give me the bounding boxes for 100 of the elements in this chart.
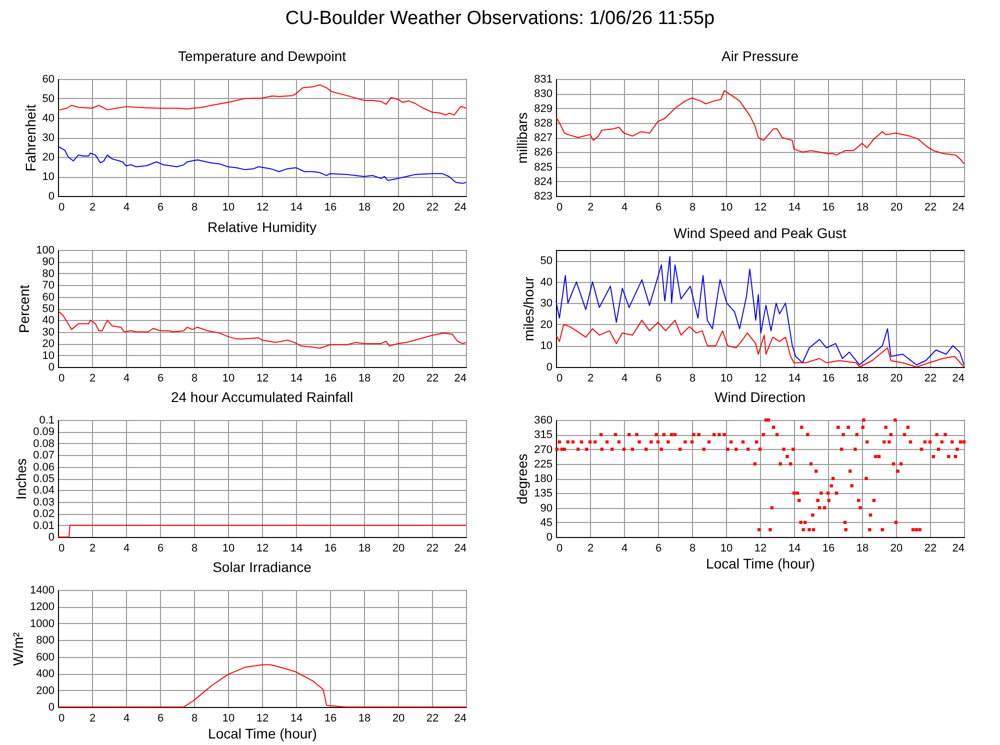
x-tick-label: 10	[720, 372, 733, 384]
y-tick-label: 90	[540, 502, 552, 514]
line-series	[58, 84, 466, 116]
x-axis-title: Local Time (hour)	[706, 556, 815, 572]
y-tick-label: 600	[36, 651, 54, 664]
y-tick-label: 10	[42, 350, 54, 362]
y-tick-label: 0.06	[33, 461, 54, 474]
y-tick-label: 45	[540, 516, 552, 529]
x-tick-label: 4	[123, 202, 130, 214]
x-tick-label: 2	[587, 542, 594, 554]
x-tick-label: 20	[890, 202, 903, 214]
x-tick-label: 24	[952, 372, 964, 384]
y-tick-label: 80	[42, 268, 54, 280]
y-tick-label: 50	[42, 303, 54, 315]
x-axis-title: Local Time (hour)	[208, 726, 317, 742]
x-tick-label: 10	[222, 542, 235, 554]
y-tick-label: 825	[534, 161, 552, 174]
y-tick-label: 0	[48, 532, 54, 544]
y-tick-label: 30	[540, 298, 552, 310]
x-tick-label: 10	[222, 372, 235, 384]
x-tick-label: 4	[621, 202, 628, 214]
y-tick-label: 0.07	[33, 450, 54, 462]
y-axis-title: Fahrenheit	[22, 104, 38, 172]
x-tick-label: 24	[454, 712, 466, 724]
x-tick-label: 6	[157, 712, 164, 724]
x-tick-label: 14	[290, 712, 303, 724]
chart-title: Relative Humidity	[208, 219, 316, 235]
y-axis-title: millibars	[514, 112, 530, 164]
x-tick-label: 18	[358, 202, 371, 214]
y-tick-label: 30	[42, 326, 54, 338]
x-tick-label: 22	[426, 712, 439, 724]
y-tick-label: 827	[534, 132, 552, 144]
x-tick-label: 24	[454, 372, 466, 384]
line-series	[556, 90, 964, 164]
x-tick-label: 4	[123, 712, 130, 724]
y-tick-label: 826	[534, 146, 552, 159]
y-tick-label: 315	[534, 429, 552, 442]
y-tick-label: 0	[48, 362, 54, 374]
x-tick-label: 4	[621, 372, 628, 384]
x-tick-label: 0	[58, 712, 65, 724]
y-tick-label: 40	[42, 112, 54, 124]
x-tick-label: 16	[324, 542, 337, 554]
x-tick-label: 6	[157, 202, 164, 214]
y-tick-label: 40	[540, 276, 552, 288]
y-tick-label: 50	[42, 93, 54, 105]
x-tick-label: 20	[890, 372, 903, 384]
x-tick-label: 10	[720, 542, 733, 554]
x-tick-label: 6	[157, 542, 164, 554]
x-tick-label: 6	[655, 542, 662, 554]
x-tick-label: 8	[689, 542, 696, 554]
x-tick-label: 0	[556, 202, 563, 214]
y-axis-title: W/m²	[10, 632, 26, 666]
y-tick-label: 40	[42, 314, 54, 327]
x-tick-label: 4	[621, 542, 628, 554]
y-tick-label: 0.01	[33, 520, 54, 532]
x-tick-label: 8	[191, 542, 198, 554]
x-tick-label: 22	[426, 202, 439, 214]
x-tick-label: 0	[58, 542, 65, 554]
x-tick-label: 18	[358, 372, 371, 384]
x-tick-label: 4	[123, 542, 130, 554]
x-tick-label: 14	[290, 372, 303, 384]
x-tick-label: 12	[754, 372, 767, 384]
x-tick-label: 0	[58, 372, 65, 384]
x-tick-label: 18	[856, 202, 869, 214]
y-tick-label: 1000	[30, 618, 54, 630]
y-tick-label: 50	[540, 255, 552, 268]
x-tick-label: 10	[720, 202, 733, 214]
x-tick-label: 6	[157, 372, 164, 384]
y-tick-label: 0.09	[33, 426, 54, 438]
y-tick-label: 0.1	[39, 414, 54, 426]
x-tick-label: 2	[587, 372, 594, 384]
y-tick-label: 800	[36, 634, 54, 647]
x-tick-label: 2	[89, 372, 96, 384]
x-tick-label: 16	[822, 542, 835, 554]
y-tick-label: 200	[36, 684, 54, 697]
y-tick-label: 60	[42, 74, 54, 86]
y-tick-label: 20	[42, 338, 54, 350]
x-tick-label: 0	[556, 372, 563, 384]
y-tick-label: 60	[42, 291, 54, 304]
x-tick-label: 22	[924, 542, 937, 554]
y-tick-label: 0.02	[33, 508, 54, 520]
x-tick-label: 20	[392, 542, 405, 554]
x-tick-label: 14	[788, 202, 801, 214]
y-tick-label: 0.04	[33, 484, 54, 497]
x-tick-label: 20	[392, 712, 405, 724]
x-tick-label: 20	[392, 372, 405, 384]
chart-title: Temperature and Dewpoint	[178, 48, 346, 64]
y-axis-title: miles/hour	[520, 276, 536, 342]
x-tick-label: 14	[788, 542, 801, 554]
x-tick-label: 12	[256, 712, 269, 724]
x-tick-label: 18	[856, 372, 869, 384]
chart-title: 24 hour Accumulated Rainfall	[170, 389, 354, 405]
x-tick-label: 2	[89, 542, 96, 554]
y-tick-label: 30	[42, 132, 54, 144]
y-tick-label: 1200	[30, 601, 54, 614]
y-tick-label: 10	[540, 340, 552, 352]
x-tick-label: 22	[426, 542, 439, 554]
x-tick-label: 10	[222, 712, 235, 724]
y-tick-label: 100	[36, 244, 54, 256]
x-tick-label: 16	[324, 202, 337, 214]
